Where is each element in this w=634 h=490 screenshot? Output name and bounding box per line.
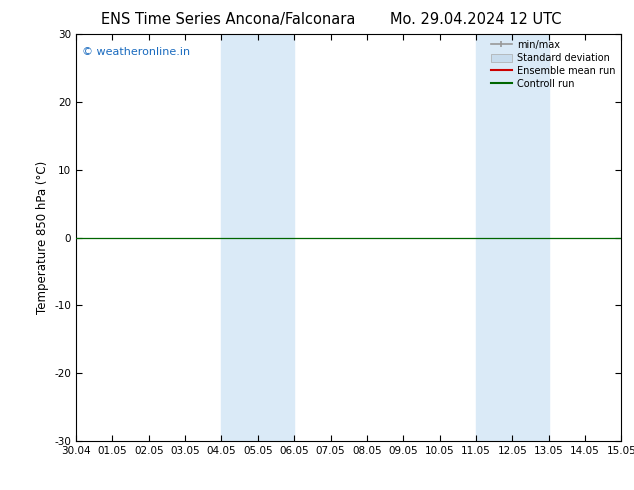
Legend: min/max, Standard deviation, Ensemble mean run, Controll run: min/max, Standard deviation, Ensemble me… [487, 36, 619, 93]
Bar [476, 34, 548, 441]
Text: Mo. 29.04.2024 12 UTC: Mo. 29.04.2024 12 UTC [390, 12, 561, 27]
Text: © weatheronline.in: © weatheronline.in [82, 47, 190, 56]
Text: ENS Time Series Ancona/Falconara: ENS Time Series Ancona/Falconara [101, 12, 356, 27]
Y-axis label: Temperature 850 hPa (°C): Temperature 850 hPa (°C) [36, 161, 49, 314]
Bar [221, 34, 294, 441]
